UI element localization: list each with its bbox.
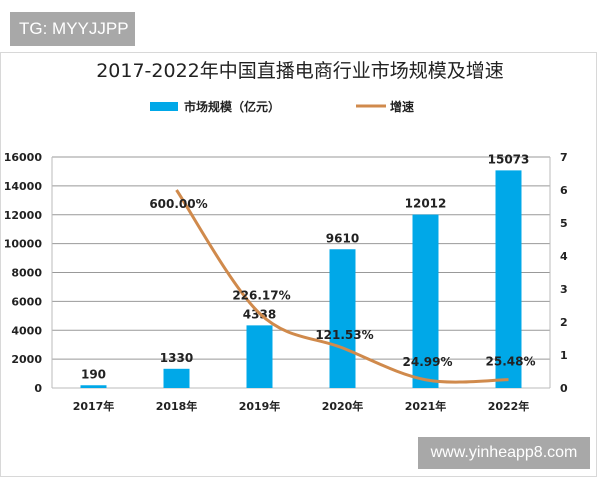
y-left-tick-label: 6000 xyxy=(11,295,42,308)
y-right-tick-label: 0 xyxy=(560,382,568,395)
y-right-tick-label: 1 xyxy=(560,349,568,362)
x-tick-label: 2017年 xyxy=(73,399,115,413)
y-right-tick-label: 7 xyxy=(560,151,568,164)
watermark-bottom-right: www.yinheapp8.com xyxy=(418,437,590,469)
watermark-top-left: TG: MYYJJPP xyxy=(10,12,135,46)
line-data-label: 121.53% xyxy=(315,328,373,342)
chart-title: 2017-2022年中国直播电商行业市场规模及增速 xyxy=(96,60,504,82)
x-tick-label: 2021年 xyxy=(405,399,447,413)
x-tick-label: 2020年 xyxy=(322,399,364,413)
x-tick-label: 2022年 xyxy=(488,399,530,413)
bar xyxy=(412,214,439,388)
bar xyxy=(163,368,190,388)
bar-data-label: 15073 xyxy=(488,152,530,166)
bar-data-label: 1330 xyxy=(160,351,193,365)
line-data-label: 24.99% xyxy=(403,355,453,369)
bar xyxy=(246,325,273,388)
x-tick-label: 2018年 xyxy=(156,399,198,413)
y-left-tick-label: 16000 xyxy=(4,151,43,164)
x-tick-label: 2019年 xyxy=(239,399,281,413)
y-right-tick-label: 2 xyxy=(560,316,568,329)
y-left-tick-label: 4000 xyxy=(11,324,42,337)
chart-frame xyxy=(0,52,597,477)
y-left-tick-label: 12000 xyxy=(4,209,43,222)
y-left-tick-label: 8000 xyxy=(11,267,42,280)
bar-data-label: 12012 xyxy=(405,197,447,211)
line-data-label: 25.48% xyxy=(486,355,536,369)
y-right-tick-label: 4 xyxy=(560,250,568,263)
bar-data-label: 9610 xyxy=(326,231,359,245)
bar xyxy=(495,170,522,388)
bar-data-label: 190 xyxy=(81,367,106,381)
legend-label-bar: 市场规模（亿元） xyxy=(184,99,280,114)
y-right-tick-label: 6 xyxy=(560,184,568,197)
legend-label-line: 增速 xyxy=(390,99,414,114)
bar xyxy=(80,385,107,388)
y-right-tick-label: 5 xyxy=(560,217,568,230)
growth-line xyxy=(175,189,509,384)
line-data-label: 600.00% xyxy=(149,197,207,211)
y-left-tick-label: 2000 xyxy=(11,353,42,366)
y-left-tick-label: 10000 xyxy=(4,238,43,251)
y-left-tick-label: 14000 xyxy=(4,180,43,193)
y-right-tick-label: 3 xyxy=(560,283,568,296)
y-left-tick-label: 0 xyxy=(34,382,42,395)
bar xyxy=(329,249,356,388)
legend-swatch-bar xyxy=(150,102,178,111)
line-data-label: 226.17% xyxy=(232,288,290,302)
